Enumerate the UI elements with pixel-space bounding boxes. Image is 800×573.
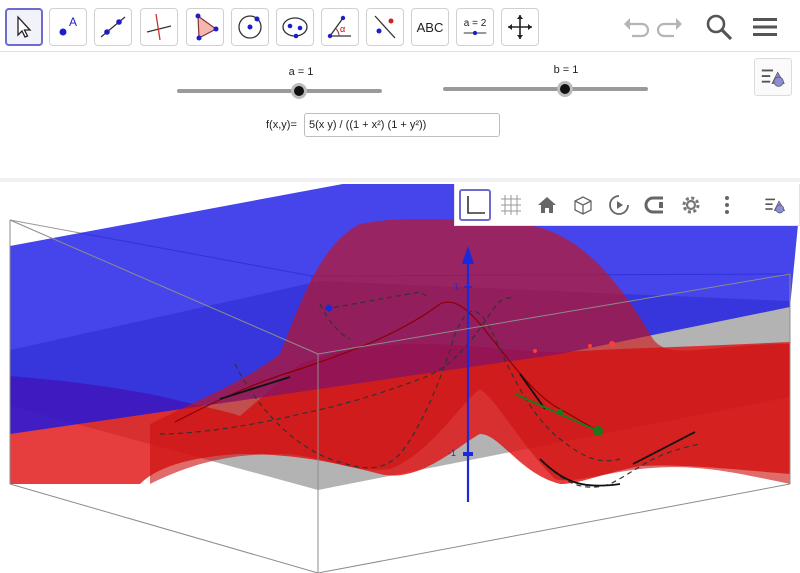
undo-icon bbox=[624, 18, 650, 38]
text-tool-button[interactable]: ABC bbox=[411, 8, 449, 46]
graphics-3d-view[interactable]: 1 -1 bbox=[0, 184, 800, 573]
ellipse-icon bbox=[282, 17, 308, 39]
cube-view-icon bbox=[574, 195, 592, 215]
slider-tool-label: a = 2 bbox=[463, 17, 487, 29]
slider-tool-button[interactable]: a = 2 bbox=[456, 8, 494, 46]
redo-button[interactable] bbox=[654, 10, 688, 44]
bounding-box-front bbox=[9, 219, 791, 573]
angle-icon: α bbox=[327, 15, 351, 39]
z-axis-label-bottom: -1 bbox=[448, 448, 456, 458]
text-tool-label: ABC bbox=[416, 19, 444, 35]
line-icon bbox=[100, 16, 126, 38]
move-arrows-icon bbox=[508, 15, 532, 39]
algebra-panel: a = 1 b = 1 f(x,y)= bbox=[0, 52, 800, 182]
blue-point[interactable] bbox=[325, 304, 333, 312]
slider-a-label: a = 1 bbox=[288, 66, 314, 78]
redo-icon bbox=[656, 18, 682, 38]
z-axis-label-top: 1 bbox=[454, 282, 459, 292]
angle-tool-button[interactable]: α bbox=[321, 8, 359, 46]
point-icon: A bbox=[59, 15, 77, 36]
point-tool-button[interactable]: A bbox=[49, 8, 87, 46]
circle-tool-button[interactable] bbox=[231, 8, 269, 46]
style-bar-icon bbox=[765, 198, 786, 213]
undo-button[interactable] bbox=[618, 10, 652, 44]
green-segment[interactable] bbox=[514, 393, 603, 436]
line-tool-button[interactable] bbox=[94, 8, 132, 46]
angle-symbol: α bbox=[340, 24, 345, 34]
slider-b-label: b = 1 bbox=[553, 64, 579, 76]
arrow-cursor-icon bbox=[17, 15, 32, 38]
point-tool-letter: A bbox=[69, 15, 77, 29]
red-markers bbox=[533, 341, 615, 353]
settings-icon bbox=[682, 196, 700, 213]
home-icon bbox=[538, 196, 556, 213]
move-graphics-tool-button[interactable] bbox=[501, 8, 539, 46]
search-icon bbox=[706, 14, 733, 41]
view-direction-button[interactable] bbox=[567, 189, 599, 221]
polygon-tool-button[interactable] bbox=[186, 8, 224, 46]
main-toolbar: A α ABC a = 2 bbox=[0, 0, 800, 52]
red-surface-main[interactable] bbox=[150, 219, 790, 484]
ellipse-tool-button[interactable] bbox=[276, 8, 314, 46]
style-bar-icon bbox=[761, 69, 785, 87]
slider-mini-icon bbox=[463, 30, 487, 35]
rotate-icon bbox=[609, 194, 629, 215]
slider-tool-graphic: a = 2 bbox=[462, 18, 488, 37]
more-options-button[interactable] bbox=[711, 189, 743, 221]
perpendicular-line-icon bbox=[146, 13, 172, 41]
main-menu-button[interactable] bbox=[748, 10, 782, 44]
circle-center-icon bbox=[238, 15, 262, 39]
slider-a-knob[interactable] bbox=[291, 83, 307, 99]
graphics-style-bar bbox=[454, 184, 800, 226]
more-vertical-icon bbox=[725, 195, 729, 214]
hamburger-menu-icon bbox=[753, 18, 777, 36]
toggle-axes-button[interactable] bbox=[459, 188, 491, 221]
perpendicular-tool-button[interactable] bbox=[140, 8, 178, 46]
3d-scene[interactable]: 1 -1 bbox=[0, 184, 800, 573]
axes-icon bbox=[467, 195, 485, 214]
search-button[interactable] bbox=[702, 10, 736, 44]
function-input[interactable] bbox=[304, 113, 500, 137]
grid-icon bbox=[501, 194, 521, 215]
slider-b-track[interactable] bbox=[443, 87, 648, 91]
graphics-style-bar-toggle[interactable] bbox=[759, 189, 791, 221]
slider-b-knob[interactable] bbox=[557, 81, 573, 97]
toggle-grid-button[interactable] bbox=[495, 189, 527, 221]
standard-view-button[interactable] bbox=[531, 189, 563, 221]
surface-edges bbox=[219, 373, 696, 487]
surface-ridge bbox=[174, 301, 601, 433]
reflect-tool-button[interactable] bbox=[366, 8, 404, 46]
slider-a-track[interactable] bbox=[177, 89, 382, 93]
z-axis bbox=[462, 246, 474, 502]
algebra-style-bar-button[interactable] bbox=[754, 58, 792, 96]
view-settings-button[interactable] bbox=[675, 189, 707, 221]
rotate-view-button[interactable] bbox=[603, 189, 635, 221]
projection-button[interactable] bbox=[639, 189, 671, 221]
polygon-icon bbox=[195, 13, 219, 41]
projection-icon bbox=[644, 196, 663, 213]
function-label: f(x,y)= bbox=[266, 119, 297, 131]
intersection-curves bbox=[159, 291, 701, 488]
reflect-icon bbox=[374, 15, 396, 39]
move-tool-button[interactable] bbox=[5, 8, 43, 46]
